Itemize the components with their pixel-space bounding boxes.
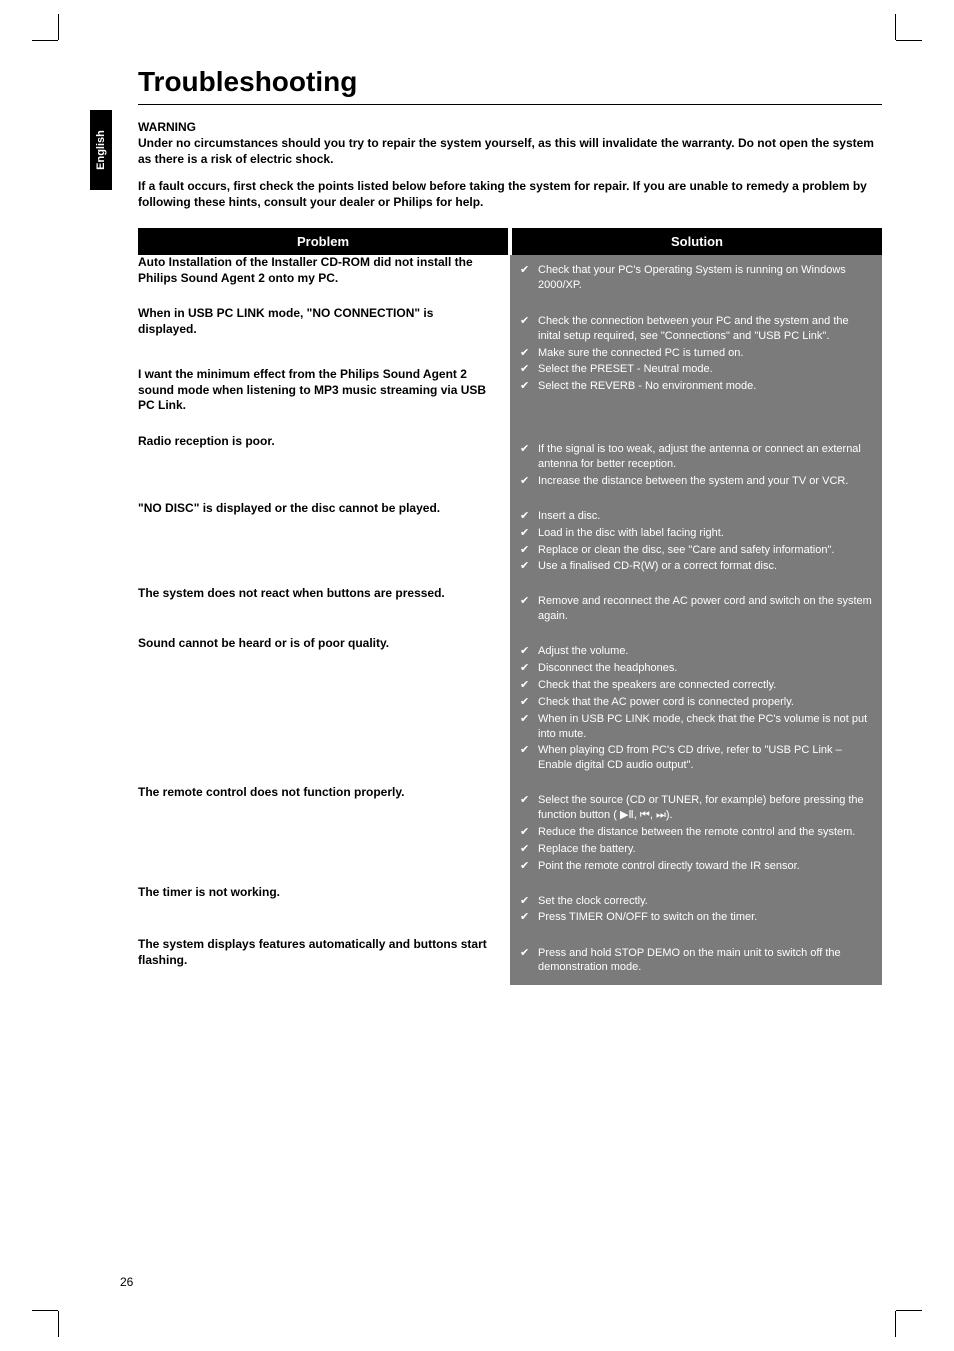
problem-text — [138, 341, 492, 357]
page: English Troubleshooting WARNING Under no… — [0, 0, 954, 1351]
solution-list: Insert a disc. Load in the disc with labe… — [520, 509, 872, 574]
problem-block: The remote control does not function pro… — [138, 785, 492, 865]
problem-text: When in USB PC LINK mode, "NO CONNECTION… — [138, 306, 492, 337]
solution-list: Adjust the volume. Disconnect the headpho… — [520, 644, 872, 773]
page-number: 26 — [120, 1275, 133, 1289]
solution-item: Replace the battery. — [520, 842, 872, 857]
solution-list: Select the source (CD or TUNER, for exam… — [520, 793, 872, 873]
crop-mark — [896, 40, 922, 41]
solution-list: Press and hold STOP DEMO on the main uni… — [520, 946, 872, 976]
solution-item: Check that your PC's Operating System is… — [520, 263, 872, 293]
solution-item: Press TIMER ON/OFF to switch on the time… — [520, 910, 872, 925]
troubleshooting-table: Problem Solution Auto Installation of th… — [138, 228, 882, 985]
crop-mark — [58, 14, 59, 40]
problem-block: The system does not react when buttons a… — [138, 586, 492, 616]
solution-item: Increase the distance between the system… — [520, 474, 872, 489]
solution-block: If the signal is too weak, adjust the an… — [520, 442, 872, 489]
solution-item: Disconnect the headphones. — [520, 661, 872, 676]
solution-item: Set the clock correctly. — [520, 894, 872, 909]
crop-mark — [896, 1310, 922, 1311]
col-problem: Problem — [138, 228, 508, 255]
language-tab: English — [90, 110, 112, 190]
problem-text: The timer is not working. — [138, 885, 492, 901]
page-title: Troubleshooting — [138, 66, 882, 105]
problem-text: The system displays features automatical… — [138, 937, 492, 968]
solution-item: Point the remote control directly toward… — [520, 859, 872, 874]
solution-item: When in USB PC LINK mode, check that the… — [520, 712, 872, 742]
solution-block: Press and hold STOP DEMO on the main uni… — [520, 946, 872, 977]
crop-mark — [895, 14, 896, 40]
problem-block: Auto Installation of the Installer CD-RO… — [138, 255, 492, 286]
solution-block: Adjust the volume. Disconnect the headpho… — [520, 644, 872, 773]
problem-text: Auto Installation of the Installer CD-RO… — [138, 255, 492, 286]
problem-block: Sound cannot be heard or is of poor qual… — [138, 636, 492, 765]
crop-mark — [32, 40, 58, 41]
language-tab-label: English — [95, 130, 107, 170]
solution-list: If the signal is too weak, adjust the an… — [520, 442, 872, 489]
col-solution: Solution — [512, 228, 882, 255]
content: Troubleshooting WARNING Under no circums… — [138, 56, 882, 985]
table-body: Auto Installation of the Installer CD-RO… — [138, 255, 882, 985]
solution-item: Check that the AC power cord is connecte… — [520, 695, 872, 710]
solution-item: Check that the speakers are connected co… — [520, 678, 872, 693]
problem-block: When in USB PC LINK mode, "NO CONNECTION… — [138, 306, 492, 414]
solution-item: Use a finalised CD-R(W) or a correct for… — [520, 559, 872, 574]
solution-block: Check that your PC's Operating System is… — [520, 263, 872, 294]
warning-p1: Under no circumstances should you try to… — [138, 136, 874, 166]
solution-item: Select the REVERB - No environment mode. — [520, 379, 872, 394]
crop-mark — [58, 1311, 59, 1337]
solution-item: Replace or clean the disc, see "Care and… — [520, 543, 872, 558]
problem-text: I want the minimum effect from the Phili… — [138, 367, 492, 414]
solution-item: Load in the disc with label facing right… — [520, 526, 872, 541]
warning-heading: WARNING — [138, 120, 196, 134]
solution-item: Select the source (CD or TUNER, for exam… — [520, 793, 872, 823]
solution-item: Press and hold STOP DEMO on the main uni… — [520, 946, 872, 976]
table-header: Problem Solution — [138, 228, 882, 255]
problem-block: The timer is not working. — [138, 885, 492, 917]
solution-block: Insert a disc. Load in the disc with labe… — [520, 509, 872, 574]
solution-item: Make sure the connected PC is turned on. — [520, 346, 872, 361]
solution-block: Check the connection between your PC and… — [520, 314, 872, 422]
problem-block: "NO DISC" is displayed or the disc canno… — [138, 501, 492, 566]
problem-text: The system does not react when buttons a… — [138, 586, 492, 602]
problem-block: The system displays features automatical… — [138, 937, 492, 968]
solution-list: Check that your PC's Operating System is… — [520, 263, 872, 293]
solution-block: Remove and reconnect the AC power cord a… — [520, 594, 872, 624]
solutions-column: Check that your PC's Operating System is… — [510, 255, 882, 985]
problem-text: "NO DISC" is displayed or the disc canno… — [138, 501, 492, 517]
solution-item: Reduce the distance between the remote c… — [520, 825, 872, 840]
solution-item: Check the connection between your PC and… — [520, 314, 872, 344]
solution-item: Remove and reconnect the AC power cord a… — [520, 594, 872, 624]
solution-list: Check the connection between your PC and… — [520, 314, 872, 394]
solution-list: Set the clock correctly.Press TIMER ON/O… — [520, 894, 872, 926]
problems-column: Auto Installation of the Installer CD-RO… — [138, 255, 510, 985]
solution-list: Remove and reconnect the AC power cord a… — [520, 594, 872, 624]
solution-item: Insert a disc. — [520, 509, 872, 524]
problem-text: Radio reception is poor. — [138, 434, 492, 450]
problem-text: The remote control does not function pro… — [138, 785, 492, 801]
crop-mark — [32, 1310, 58, 1311]
solution-item: If the signal is too weak, adjust the an… — [520, 442, 872, 472]
problem-block: Radio reception is poor. — [138, 434, 492, 481]
solution-block: Select the source (CD or TUNER, for exam… — [520, 793, 872, 873]
solution-block: Set the clock correctly.Press TIMER ON/O… — [520, 894, 872, 926]
warning-p2: If a fault occurs, first check the point… — [138, 179, 867, 209]
solution-item: Select the PRESET - Neutral mode. — [520, 362, 872, 377]
problem-text: Sound cannot be heard or is of poor qual… — [138, 636, 492, 652]
solution-item: Adjust the volume. — [520, 644, 872, 659]
crop-mark — [895, 1311, 896, 1337]
warning-block: WARNING Under no circumstances should yo… — [138, 119, 882, 210]
solution-item: When playing CD from PC's CD drive, refe… — [520, 743, 872, 773]
